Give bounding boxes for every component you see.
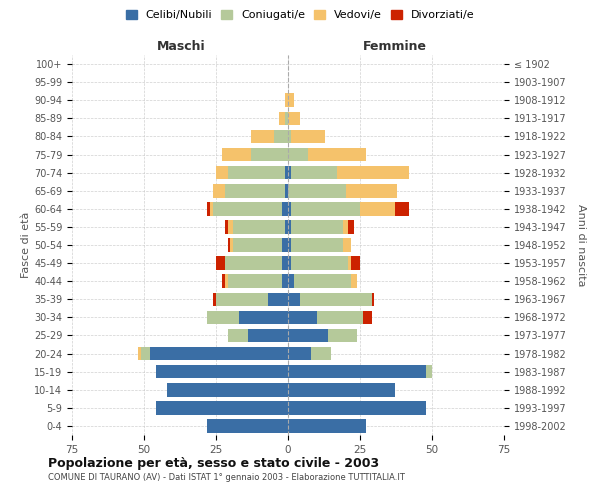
- Bar: [395, 202, 409, 215]
- Bar: [216, 292, 268, 306]
- Bar: [216, 256, 224, 270]
- Bar: [227, 220, 233, 234]
- Bar: [285, 94, 288, 107]
- Bar: [288, 401, 426, 414]
- Bar: [352, 274, 357, 288]
- Bar: [288, 383, 395, 396]
- Bar: [282, 202, 288, 215]
- Bar: [291, 256, 349, 270]
- Bar: [274, 130, 288, 143]
- Bar: [288, 94, 294, 107]
- Bar: [222, 274, 224, 288]
- Bar: [288, 184, 346, 198]
- Bar: [352, 256, 360, 270]
- Bar: [251, 130, 274, 143]
- Bar: [285, 184, 288, 198]
- Bar: [280, 112, 285, 125]
- Bar: [288, 419, 366, 432]
- Bar: [288, 148, 308, 162]
- Text: Popolazione per età, sesso e stato civile - 2003: Popolazione per età, sesso e stato civil…: [48, 458, 379, 470]
- Bar: [349, 220, 354, 234]
- Bar: [288, 238, 291, 252]
- Bar: [288, 328, 328, 342]
- Bar: [224, 274, 227, 288]
- Bar: [155, 401, 288, 414]
- Bar: [328, 328, 357, 342]
- Bar: [208, 202, 210, 215]
- Bar: [288, 310, 317, 324]
- Bar: [208, 419, 288, 432]
- Text: COMUNE DI TAURANO (AV) - Dati ISTAT 1° gennaio 2003 - Elaborazione TUTTITALIA.IT: COMUNE DI TAURANO (AV) - Dati ISTAT 1° g…: [48, 474, 405, 482]
- Bar: [239, 310, 288, 324]
- Bar: [268, 292, 288, 306]
- Bar: [360, 202, 395, 215]
- Bar: [288, 292, 299, 306]
- Bar: [426, 365, 432, 378]
- Bar: [227, 238, 230, 252]
- Bar: [224, 184, 285, 198]
- Bar: [150, 347, 288, 360]
- Bar: [288, 256, 291, 270]
- Bar: [213, 292, 216, 306]
- Bar: [311, 347, 331, 360]
- Bar: [288, 274, 294, 288]
- Bar: [210, 202, 213, 215]
- Bar: [371, 292, 374, 306]
- Bar: [233, 238, 282, 252]
- Text: Maschi: Maschi: [157, 40, 206, 53]
- Bar: [227, 166, 285, 179]
- Bar: [288, 365, 426, 378]
- Bar: [288, 347, 311, 360]
- Bar: [224, 256, 282, 270]
- Bar: [248, 328, 288, 342]
- Bar: [349, 256, 352, 270]
- Bar: [216, 166, 227, 179]
- Bar: [282, 238, 288, 252]
- Bar: [222, 148, 251, 162]
- Bar: [285, 220, 288, 234]
- Bar: [294, 274, 352, 288]
- Bar: [291, 166, 337, 179]
- Bar: [343, 238, 352, 252]
- Bar: [317, 310, 363, 324]
- Bar: [363, 310, 371, 324]
- Text: Femmine: Femmine: [362, 40, 427, 53]
- Bar: [291, 130, 325, 143]
- Bar: [224, 220, 227, 234]
- Y-axis label: Fasce di età: Fasce di età: [21, 212, 31, 278]
- Bar: [251, 148, 288, 162]
- Bar: [285, 112, 288, 125]
- Bar: [213, 184, 224, 198]
- Bar: [291, 220, 343, 234]
- Legend: Celibi/Nubili, Coniugati/e, Vedovi/e, Divorziati/e: Celibi/Nubili, Coniugati/e, Vedovi/e, Di…: [121, 6, 479, 25]
- Bar: [288, 202, 291, 215]
- Bar: [343, 220, 349, 234]
- Bar: [230, 238, 233, 252]
- Bar: [213, 202, 282, 215]
- Bar: [285, 166, 288, 179]
- Bar: [288, 166, 291, 179]
- Bar: [138, 347, 141, 360]
- Bar: [337, 166, 409, 179]
- Bar: [155, 365, 288, 378]
- Bar: [141, 347, 150, 360]
- Bar: [227, 274, 282, 288]
- Bar: [288, 130, 291, 143]
- Bar: [227, 328, 248, 342]
- Bar: [288, 220, 291, 234]
- Bar: [282, 256, 288, 270]
- Bar: [291, 202, 360, 215]
- Bar: [233, 220, 285, 234]
- Bar: [299, 292, 371, 306]
- Bar: [282, 274, 288, 288]
- Bar: [167, 383, 288, 396]
- Bar: [208, 310, 239, 324]
- Bar: [288, 112, 299, 125]
- Bar: [346, 184, 397, 198]
- Bar: [291, 238, 343, 252]
- Bar: [308, 148, 366, 162]
- Y-axis label: Anni di nascita: Anni di nascita: [576, 204, 586, 286]
